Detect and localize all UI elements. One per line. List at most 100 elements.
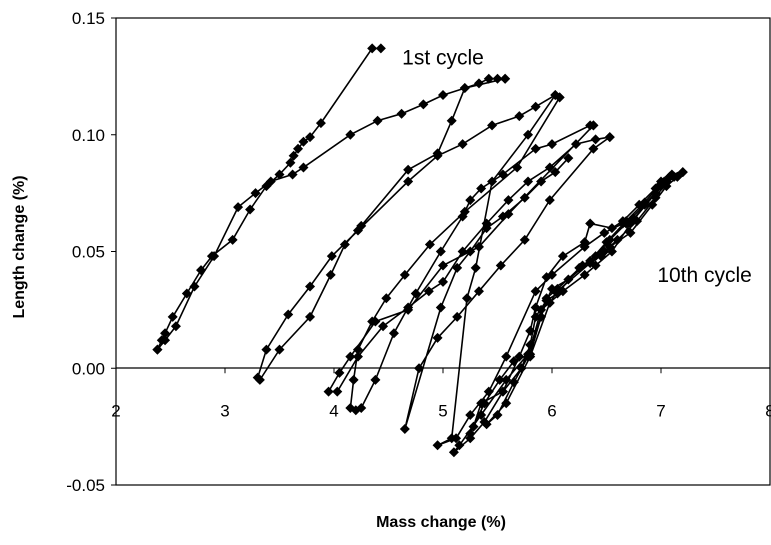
data-point-marker xyxy=(438,260,448,271)
data-point-marker xyxy=(519,192,530,203)
data-point-marker xyxy=(579,237,590,248)
data-point-marker xyxy=(514,111,525,122)
data-point-marker xyxy=(495,260,506,271)
data-point-marker xyxy=(432,440,443,451)
x-tick-label: 4 xyxy=(329,401,338,420)
data-point-marker xyxy=(550,90,561,101)
data-point-marker xyxy=(370,316,381,327)
data-point-marker xyxy=(418,99,429,110)
data-point-marker xyxy=(530,143,541,154)
data-point-marker xyxy=(285,157,296,168)
data-point-marker xyxy=(438,276,448,287)
data-point-marker xyxy=(536,304,547,315)
data-point-marker xyxy=(274,344,285,355)
data-point-marker xyxy=(632,216,643,227)
data-point-marker xyxy=(492,409,503,420)
data-point-marker xyxy=(403,302,414,313)
data-point-marker xyxy=(606,246,617,257)
data-point-marker xyxy=(298,162,309,173)
x-tick-label: 6 xyxy=(547,401,556,420)
data-point-marker xyxy=(265,176,276,187)
data-point-marker xyxy=(388,328,399,339)
x-tick-label: 2 xyxy=(111,401,120,420)
data-point-marker xyxy=(372,115,383,126)
y-tick-label: 0.15 xyxy=(72,9,105,28)
series-line xyxy=(349,96,594,412)
data-point-marker xyxy=(454,440,465,451)
x-tick-label: 7 xyxy=(656,401,665,420)
data-point-marker xyxy=(588,143,599,154)
data-point-marker xyxy=(315,118,326,129)
data-point-marker xyxy=(523,129,534,140)
data-point-marker xyxy=(261,344,272,355)
series-3 xyxy=(252,73,565,385)
data-point-marker xyxy=(457,246,468,257)
data-point-marker xyxy=(305,281,316,292)
data-point-marker xyxy=(274,169,285,180)
data-point-marker xyxy=(465,195,476,206)
data-point-marker xyxy=(352,344,363,355)
data-point-marker xyxy=(468,421,479,432)
data-point-marker xyxy=(588,120,599,131)
data-point-marker xyxy=(414,363,425,374)
data-point-marker xyxy=(519,234,530,245)
data-point-marker xyxy=(348,374,359,385)
data-point-marker xyxy=(563,153,574,164)
data-point-marker xyxy=(544,162,555,173)
y-tick-label: -0.05 xyxy=(66,476,105,495)
data-point-marker xyxy=(452,262,463,273)
data-point-marker xyxy=(370,374,381,385)
data-point-marker xyxy=(356,402,367,413)
data-point-marker xyxy=(487,120,498,131)
y-axis-title: Length change (%) xyxy=(11,175,28,318)
data-point-marker xyxy=(612,234,623,245)
x-axis-title: Mass change (%) xyxy=(376,514,506,531)
data-point-marker xyxy=(647,199,658,210)
data-point-marker xyxy=(435,302,446,313)
data-point-marker xyxy=(305,132,316,143)
cycle-annotation: 10th cycle xyxy=(657,264,752,287)
data-point-marker xyxy=(523,176,534,187)
data-point-marker xyxy=(473,286,484,297)
data-point-marker xyxy=(399,423,410,434)
data-point-marker xyxy=(590,251,601,262)
data-point-marker xyxy=(293,143,304,154)
data-point-marker xyxy=(501,351,512,362)
x-tick-label: 5 xyxy=(438,401,447,420)
data-point-marker xyxy=(541,272,552,283)
data-point-marker xyxy=(563,274,574,285)
data-point-marker xyxy=(209,251,220,262)
data-point-marker xyxy=(432,150,443,161)
data-point-marker xyxy=(288,150,299,161)
data-point-marker xyxy=(438,90,448,101)
data-point-marker xyxy=(403,176,414,187)
data-point-marker xyxy=(448,447,459,458)
data-point-marker xyxy=(167,311,178,322)
y-tick-label: 0.00 xyxy=(72,359,105,378)
data-point-marker xyxy=(487,176,498,187)
data-point-marker xyxy=(451,433,462,444)
data-point-marker xyxy=(424,239,435,250)
series-6 xyxy=(399,132,615,434)
data-point-marker xyxy=(579,269,590,280)
data-point-marker xyxy=(305,311,316,322)
data-point-marker xyxy=(590,134,601,145)
series-line xyxy=(486,176,678,425)
data-point-marker xyxy=(544,195,555,206)
data-point-marker xyxy=(233,202,244,213)
series-5 xyxy=(323,120,615,397)
data-point-marker xyxy=(332,386,343,397)
data-point-marker xyxy=(435,246,446,257)
data-point-marker xyxy=(461,293,472,304)
data-point-marker xyxy=(497,169,508,180)
series-10 xyxy=(481,171,683,430)
data-point-marker xyxy=(345,129,356,140)
data-point-marker xyxy=(547,139,557,150)
data-point-marker xyxy=(481,419,492,430)
data-point-marker xyxy=(403,164,414,175)
data-point-marker xyxy=(378,321,389,332)
data-point-marker xyxy=(423,286,434,297)
data-point-marker xyxy=(446,115,457,126)
data-point-marker xyxy=(503,195,514,206)
data-point-marker xyxy=(160,335,171,346)
